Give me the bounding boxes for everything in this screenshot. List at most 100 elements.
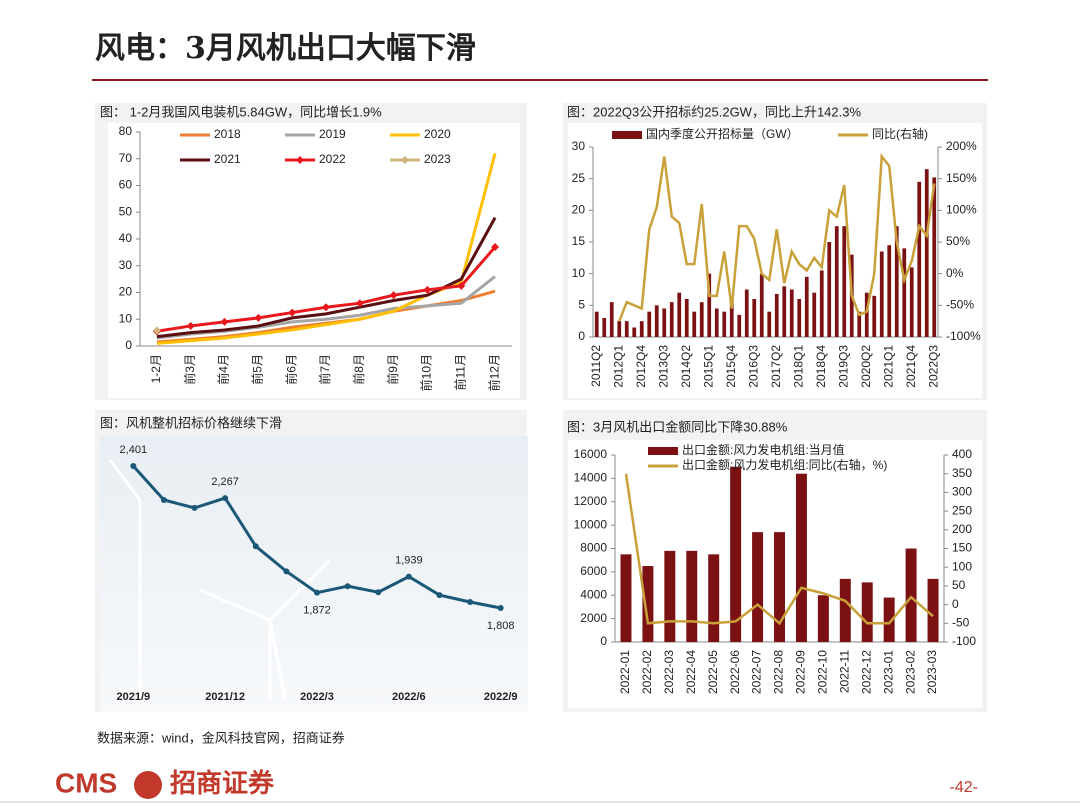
legend-label: 2019 — [319, 127, 346, 141]
bar — [759, 273, 764, 337]
marker — [254, 313, 263, 322]
turbines — [108, 459, 332, 701]
x-tick-label: 1-2月 — [149, 354, 163, 383]
bar — [602, 318, 607, 337]
x-tick-label: 2018Q1 — [791, 345, 805, 388]
bar — [684, 299, 689, 337]
x-tick-label: 2021/12 — [205, 691, 245, 703]
y-tick-label: -50 — [952, 615, 970, 629]
bar — [887, 245, 892, 337]
x-tick-label: 2023-01 — [881, 650, 895, 694]
x-tick-label: 2014Q2 — [679, 345, 693, 388]
x-tick-label: 2022/9 — [484, 691, 518, 703]
chart-title: 图：风机整机招标价格继续下滑 — [100, 415, 282, 430]
x-tick-label: 2022-07 — [750, 650, 764, 694]
bar — [707, 273, 712, 337]
chart-title: 图： 1-2月我国风电装机5.84GW，同比增长1.9% — [100, 104, 382, 119]
line — [624, 473, 934, 626]
marker — [130, 463, 137, 469]
marker — [314, 589, 320, 596]
bar — [617, 321, 622, 337]
y-tick-label: 100% — [946, 203, 977, 217]
x-tick-label: 2022-01 — [618, 650, 632, 694]
x-tick-label: 前8月 — [351, 354, 366, 385]
y-tick-label: 6000 — [580, 564, 607, 578]
marker — [220, 317, 229, 326]
bar — [917, 181, 922, 337]
bar — [730, 466, 742, 642]
marker — [160, 497, 167, 504]
marker — [491, 243, 500, 252]
x-tick-label: 2015Q4 — [724, 345, 738, 388]
line — [618, 153, 936, 322]
x-tick-label: 2012Q1 — [611, 345, 625, 388]
bar — [632, 327, 637, 337]
x-tick-label: 前3月 — [182, 354, 197, 385]
legend-label: 出口金额:风力发电机组:当月值 — [682, 442, 845, 457]
x-tick-label: 2022-11 — [837, 650, 851, 693]
y-tick-label: 10 — [572, 266, 586, 280]
x-tick-label: 2022-05 — [706, 650, 720, 694]
marker — [283, 568, 290, 575]
bar — [789, 289, 794, 337]
y-tick-label: 30 — [119, 258, 133, 272]
y-tick-label: 12000 — [574, 494, 608, 508]
y-tick-label: 60 — [119, 178, 133, 192]
logo-text: CMS — [55, 767, 117, 798]
legend-marker — [401, 156, 409, 164]
bar — [879, 251, 884, 337]
bar — [647, 311, 652, 337]
x-tick-label: 2017Q2 — [769, 345, 783, 388]
y-tick-label: 30 — [572, 139, 586, 153]
y-tick-label: -100 — [952, 634, 976, 648]
bar — [795, 473, 807, 642]
marker — [322, 303, 330, 312]
bar — [883, 597, 895, 642]
y-tick-label: 350 — [952, 466, 972, 480]
y-tick-label: 0% — [946, 266, 964, 280]
bar — [894, 226, 899, 337]
bar — [594, 311, 599, 337]
legend-label: 2018 — [214, 127, 241, 141]
bar — [669, 302, 674, 337]
y-tick-label: 0 — [578, 329, 585, 343]
bar — [664, 550, 676, 642]
x-tick-label: 2019Q3 — [836, 345, 850, 388]
x-tick-label: 前12月 — [486, 354, 501, 391]
x-tick-label: 2022/3 — [300, 691, 334, 703]
bar — [932, 177, 937, 337]
page-title: 风电：3月风机出口大幅下滑 — [95, 31, 476, 66]
y-tick-label: 250 — [952, 503, 972, 517]
y-tick-label: 2000 — [580, 611, 607, 625]
y-tick-label: 0 — [600, 634, 607, 648]
bar — [722, 311, 727, 337]
plot-bg — [108, 123, 520, 398]
legend-label: 2020 — [424, 127, 451, 141]
data-label: 2,267 — [211, 476, 239, 488]
legend-marker — [296, 156, 304, 164]
x-tick-label: 前9月 — [385, 354, 400, 385]
legend-label: 出口金额:风力发电机组:同比(右轴，%) — [682, 457, 887, 472]
bar — [817, 595, 829, 642]
y-tick-label: 400 — [952, 447, 972, 461]
bar — [842, 226, 847, 337]
x-tick-label: 2022-12 — [859, 650, 873, 694]
x-tick-label: 2022-09 — [794, 650, 808, 694]
bar — [767, 311, 772, 337]
marker — [467, 599, 474, 606]
marker — [344, 583, 351, 590]
bar — [752, 299, 757, 337]
legend-label: 2021 — [214, 152, 241, 166]
x-tick-label: 2020Q2 — [859, 345, 873, 388]
bar — [834, 226, 839, 337]
y-tick-label: 14000 — [574, 471, 608, 485]
x-tick-label: 2023-02 — [903, 650, 917, 694]
x-tick-label: 2022-04 — [684, 650, 698, 694]
bar — [924, 169, 929, 337]
x-tick-label: 前7月 — [317, 354, 332, 385]
marker — [152, 326, 161, 335]
data-label: 1,808 — [487, 620, 515, 632]
x-tick-label: 前11月 — [452, 354, 467, 390]
x-tick-label: 2021Q4 — [904, 345, 918, 388]
x-tick-label: 2013Q3 — [656, 345, 670, 388]
